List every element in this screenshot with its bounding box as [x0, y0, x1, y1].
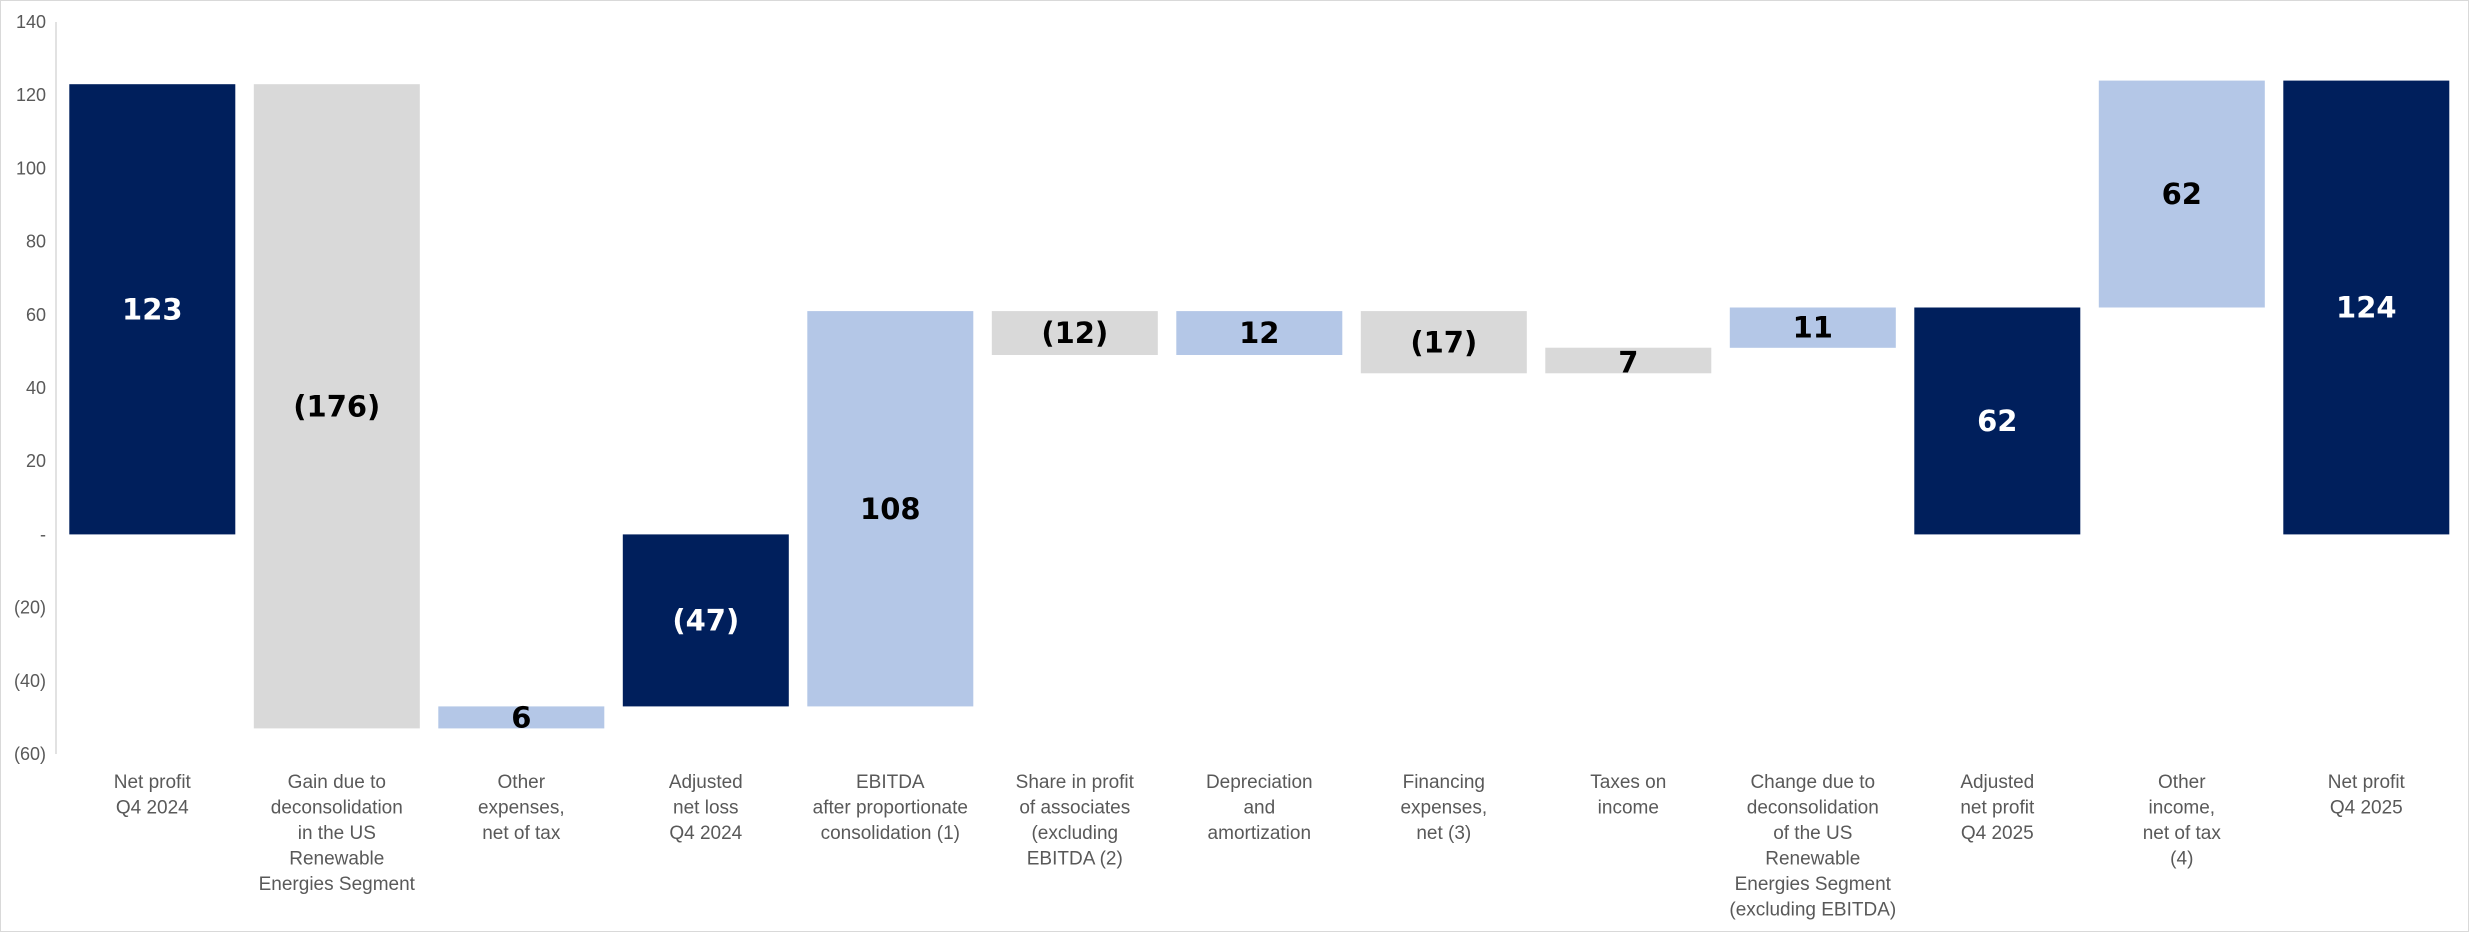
category-label: deconsolidation	[271, 798, 403, 819]
bar-value-label: (17)	[1410, 325, 1477, 359]
category-label: Financing	[1403, 772, 1485, 793]
bar-value-label: 124	[2336, 291, 2397, 325]
y-tick-label: (40)	[14, 671, 46, 691]
bar-total	[69, 84, 236, 535]
bar-value-label: 62	[1977, 404, 2017, 438]
category-label: (excluding	[1031, 823, 1118, 844]
y-tick-label: 80	[26, 232, 46, 252]
y-tick-label: 120	[16, 85, 46, 105]
y-tick-label: 100	[16, 158, 46, 178]
category-label: Net profit	[114, 772, 192, 793]
category-label: Gain due to	[288, 772, 386, 793]
y-tick-label: 40	[26, 378, 46, 398]
category-label: deconsolidation	[1747, 798, 1879, 819]
category-label: expenses,	[1400, 798, 1487, 819]
y-tick-label: (20)	[14, 598, 46, 618]
bar-value-label: (47)	[672, 603, 739, 637]
bar-decrease	[991, 311, 1158, 355]
bar-value-label: 12	[1239, 316, 1279, 350]
category-label: of associates	[1019, 798, 1130, 819]
category-label: Q4 2025	[2330, 798, 2403, 819]
y-tick-label: (60)	[14, 744, 46, 764]
bar-decrease	[1360, 311, 1527, 374]
bar-value-label: 6	[511, 700, 531, 734]
category-label: income,	[2149, 798, 2216, 819]
category-label: Taxes on	[1590, 772, 1666, 793]
bar-value-label: 7	[1618, 345, 1638, 379]
bar-increase	[1729, 307, 1896, 348]
y-axis-ticks: 140 120 100 80 60 40 20 - (20) (40) (60)	[14, 12, 46, 764]
bar-value-label: 108	[860, 492, 921, 526]
category-label: expenses,	[478, 798, 565, 819]
bar-total	[622, 534, 789, 707]
category-label: Q4 2025	[1961, 823, 2034, 844]
category-label: Other	[498, 772, 546, 793]
bar-value-label: 62	[2162, 177, 2202, 211]
bar-increase	[438, 706, 605, 729]
category-label: amortization	[1208, 823, 1312, 844]
category-label: Renewable	[289, 849, 384, 870]
y-tick-label: 140	[16, 12, 46, 32]
bars	[69, 80, 2450, 729]
bar-increase	[1176, 311, 1343, 355]
bar-value-label: 11	[1793, 311, 1833, 345]
category-label: Adjusted	[669, 772, 743, 793]
category-label: Change due to	[1750, 772, 1875, 793]
category-label: in the US	[298, 823, 376, 844]
category-label: Depreciation	[1206, 772, 1313, 793]
category-label: Renewable	[1765, 849, 1860, 870]
category-label: (4)	[2170, 849, 2193, 870]
bar-increase	[2098, 80, 2265, 308]
y-tick-label: 60	[26, 305, 46, 325]
bar-increase	[807, 311, 974, 707]
x-axis-labels: Net profit Q4 2024 Gain due to deconsolidat…	[114, 772, 2406, 921]
category-label: Q4 2024	[116, 798, 189, 819]
category-label: of the US	[1773, 823, 1852, 844]
category-label: income	[1598, 798, 1659, 819]
bar-value-label: (12)	[1041, 316, 1108, 350]
category-label: Energies Segment	[259, 874, 416, 895]
data-labels: 123 (176) 6 (47) 108 (12) 12 (17) 7 11 62 62 124	[122, 177, 2397, 734]
bar-decrease	[253, 84, 420, 729]
category-label: Net profit	[2328, 772, 2406, 793]
category-label: EBITDA	[856, 772, 925, 793]
bar-decrease	[1545, 347, 1712, 374]
category-label: (excluding EBITDA)	[1729, 900, 1896, 921]
bar-total	[1914, 307, 2081, 535]
bar-total	[2283, 80, 2450, 535]
category-label: net (3)	[1416, 823, 1471, 844]
category-label: Energies Segment	[1735, 874, 1892, 895]
category-label: EBITDA (2)	[1027, 849, 1123, 870]
category-label: net of tax	[482, 823, 561, 844]
category-label: net profit	[1960, 798, 2035, 819]
category-label: Share in profit	[1016, 772, 1135, 793]
category-label: net of tax	[2143, 823, 2222, 844]
category-label: net loss	[673, 798, 738, 819]
category-label: and	[1243, 798, 1275, 819]
category-label: after proportionate	[813, 798, 968, 819]
category-label: consolidation (1)	[821, 823, 960, 844]
y-tick-label: 20	[26, 451, 46, 471]
category-label: Other	[2158, 772, 2206, 793]
category-label: Adjusted	[1960, 772, 2034, 793]
bar-value-label: 123	[122, 292, 183, 326]
y-tick-label: -	[40, 524, 46, 544]
category-label: Q4 2024	[669, 823, 742, 844]
bar-value-label: (176)	[293, 389, 380, 423]
